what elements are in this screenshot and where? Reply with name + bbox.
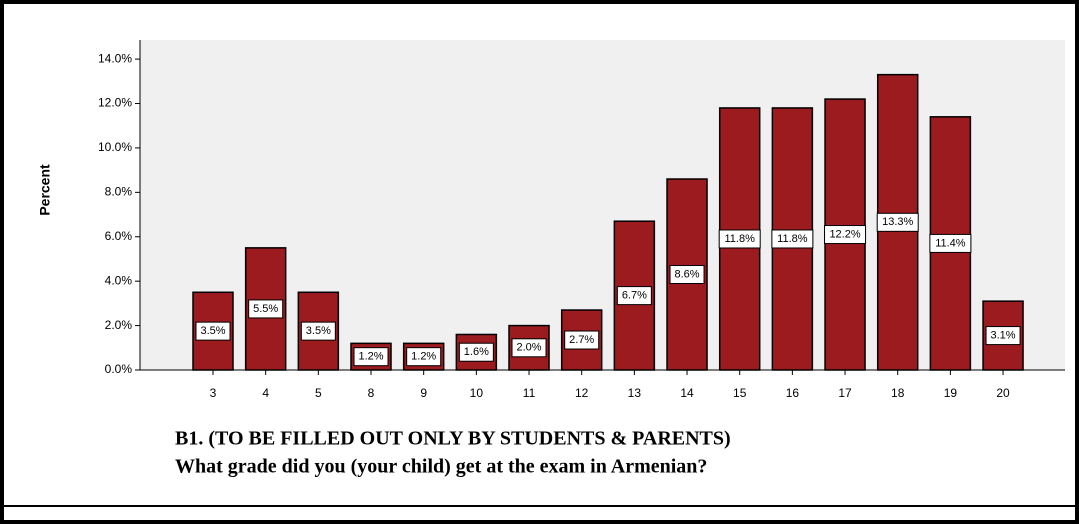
x-tick-label: 14 [680,386,694,400]
value-label-box [771,229,814,249]
value-label-box [929,233,972,253]
value-label-box [195,321,231,341]
y-tick-label: 4.0% [105,273,133,287]
value-label: 3.5% [200,325,225,337]
y-tick-label: 2.0% [105,318,133,332]
value-label-box [406,347,442,367]
x-tick-label: 15 [733,386,747,400]
x-tick-label: 10 [470,386,484,400]
y-tick-label: 12.0% [98,96,132,110]
value-label-box [616,286,652,306]
value-label-box [876,212,919,232]
value-label: 11.8% [777,233,808,245]
x-tick-label: 16 [786,386,800,400]
value-label-box [458,342,494,362]
chart-title: B1. (TO BE FILLED OUT ONLY BY STUDENTS &… [175,428,731,450]
value-label: 1.2% [358,351,383,363]
value-label: 11.8% [725,233,756,245]
value-label-box [248,299,284,319]
value-label-box [300,321,336,341]
x-tick-label: 17 [838,386,852,400]
value-label: 1.6% [464,346,489,358]
x-tick-label: 19 [944,386,958,400]
value-label-box [669,265,705,285]
value-label: 13.3% [882,216,913,228]
y-tick-label: 14.0% [98,51,132,65]
value-label-box [718,229,761,249]
value-label-box [564,330,600,350]
value-label: 3.1% [991,329,1016,341]
value-label: 12.2% [829,228,860,240]
x-tick-label: 9 [420,386,427,400]
x-tick-label: 4 [262,386,269,400]
x-tick-label: 20 [996,386,1010,400]
x-tick-label: 5 [315,386,322,400]
x-tick-label: 3 [210,386,217,400]
value-label-box [985,326,1021,346]
value-label: 6.7% [622,290,647,302]
x-tick-label: 12 [575,386,589,400]
value-label: 8.6% [674,268,699,280]
y-tick-label: 6.0% [105,229,133,243]
value-label-box [511,338,547,358]
value-label: 2.0% [516,342,541,354]
value-label: 2.7% [569,334,594,346]
x-tick-label: 11 [523,386,536,400]
value-label-box [824,225,867,245]
y-axis-label: Percent [37,164,53,216]
y-tick-label: 0.0% [105,362,133,376]
value-label: 3.5% [306,325,331,337]
x-tick-label: 8 [368,386,375,400]
value-label: 11.4% [935,237,966,249]
x-tick-label: 18 [891,386,905,400]
chart-title: What grade did you (your child) get at t… [175,456,707,478]
value-label: 5.5% [253,303,278,315]
value-label-box [353,347,389,367]
y-tick-label: 10.0% [98,140,132,154]
x-tick-label: 13 [628,386,642,400]
value-label: 1.2% [411,351,436,363]
y-tick-label: 8.0% [105,185,133,199]
